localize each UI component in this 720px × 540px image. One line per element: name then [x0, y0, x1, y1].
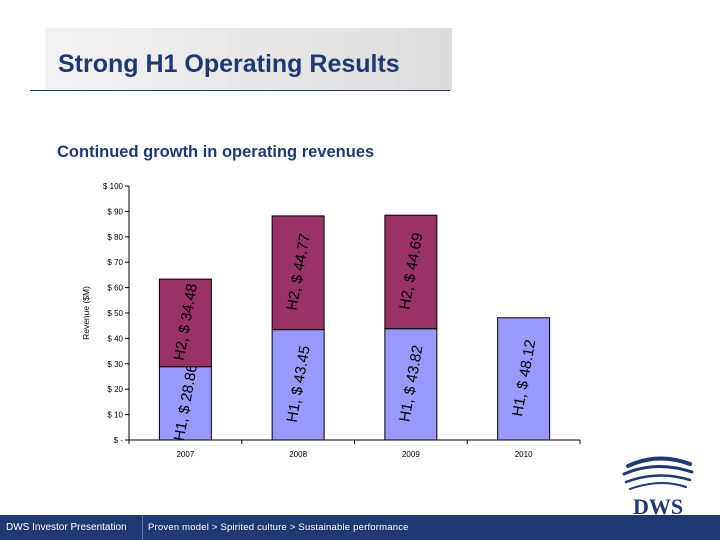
revenue-chart: $ - $ 10 $ 20 $ 30 $ 40 $ 50 $ 60 $ 70 $ 80 $ 90 $… [81, 182, 581, 459]
dws-logo: DWS [622, 456, 694, 519]
x-category-label: 2009 [402, 450, 420, 459]
footer-bar: DWS Investor Presentation Proven model >… [0, 515, 720, 540]
bar-h1-2007 [158, 366, 212, 441]
y-tick-label: $ 20 [107, 385, 123, 394]
y-tick-label: $ 40 [107, 334, 123, 343]
y-tick-label: $ 30 [107, 360, 123, 369]
y-tick-label: $ 10 [107, 411, 123, 420]
bar-h1-2009 [384, 328, 438, 441]
bar-h2-2008 [271, 215, 325, 331]
y-tick-label: $ - [114, 436, 124, 445]
bar-h2-2007 [158, 278, 212, 368]
y-tick-label: $ 100 [103, 182, 124, 191]
footer-tagline: Proven model > Spirited culture > Sustai… [148, 522, 409, 533]
y-tick-label: $ 60 [107, 284, 123, 293]
slide-title: Strong H1 Operating Results [58, 50, 400, 78]
footer-presentation-name: DWS Investor Presentation [6, 522, 127, 533]
bar-h2-2009 [384, 214, 438, 330]
y-tick-label: $ 50 [107, 309, 123, 318]
logo-wordmark: DWS [633, 494, 683, 519]
y-axis-title: Revenue ($M) [81, 286, 91, 340]
slide-subtitle: Continued growth in operating revenues [57, 143, 375, 161]
y-tick-label: $ 80 [107, 233, 123, 242]
bar-h1-2008 [271, 329, 325, 441]
bar-h1-2010 [497, 317, 551, 441]
x-category-label: 2007 [176, 450, 194, 459]
x-category-label: 2008 [289, 450, 307, 459]
title-divider [30, 90, 450, 91]
footer-divider [142, 515, 143, 540]
x-category-label: 2010 [515, 450, 533, 459]
title-bar [45, 28, 452, 90]
y-tick-label: $ 70 [107, 258, 123, 267]
y-tick-label: $ 90 [107, 207, 123, 216]
